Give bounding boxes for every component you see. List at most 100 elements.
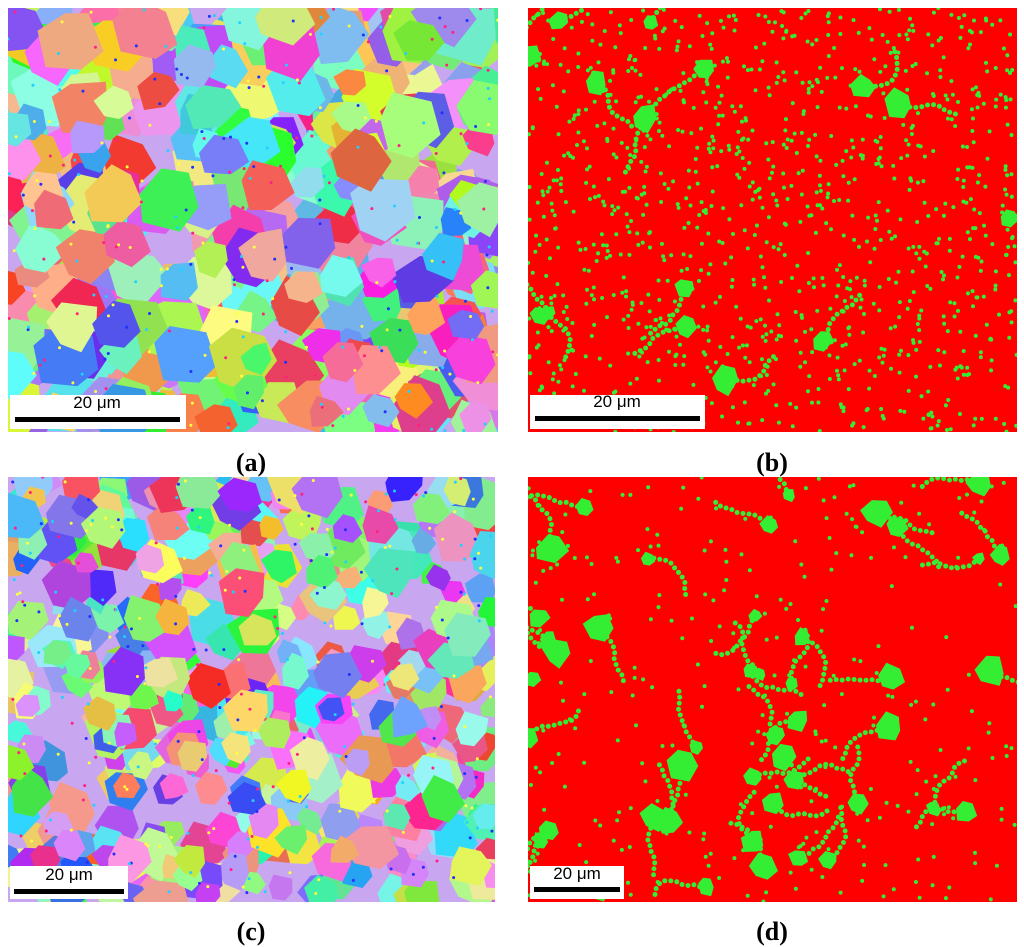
texture [642, 184, 647, 189]
texture [490, 829, 494, 833]
texture [672, 565, 678, 571]
texture [795, 263, 800, 268]
texture [414, 493, 418, 497]
texture [1001, 480, 1006, 485]
texture [563, 719, 569, 725]
texture [982, 528, 988, 534]
texture [657, 96, 663, 102]
texture [144, 666, 148, 670]
texture [807, 812, 813, 818]
texture [854, 524, 859, 529]
texture [175, 67, 179, 71]
texture [928, 806, 934, 812]
texture [628, 492, 633, 497]
texture [486, 286, 490, 290]
texture [826, 11, 831, 16]
texture [699, 704, 704, 709]
texture [993, 287, 998, 292]
texture [639, 300, 644, 305]
texture [717, 624, 722, 629]
texture [666, 186, 671, 191]
texture [794, 405, 799, 410]
texture [657, 297, 662, 302]
texture [902, 409, 907, 414]
texture [861, 330, 866, 335]
texture [907, 522, 913, 528]
texture [823, 761, 829, 767]
texture [671, 179, 676, 184]
texture [837, 198, 842, 203]
texture [773, 20, 778, 25]
texture [696, 279, 701, 284]
texture [717, 113, 722, 118]
texture [241, 885, 245, 889]
texture [535, 11, 541, 17]
texture [442, 260, 446, 264]
texture [720, 113, 725, 118]
texture [83, 696, 117, 731]
texture [702, 831, 707, 836]
texture [416, 423, 420, 427]
texture [680, 636, 685, 641]
texture [766, 215, 771, 220]
texture [936, 564, 942, 570]
texture [699, 241, 704, 246]
texture [669, 253, 674, 258]
texture [378, 345, 382, 349]
texture [703, 352, 708, 357]
texture [906, 142, 911, 147]
texture [246, 79, 250, 83]
texture [528, 604, 529, 606]
texture [783, 719, 789, 725]
texture [191, 165, 195, 169]
texture [971, 140, 976, 145]
texture [58, 88, 62, 92]
texture [214, 769, 218, 773]
texture [936, 38, 941, 43]
texture [523, 31, 528, 36]
texture [184, 208, 188, 212]
texture [708, 262, 713, 267]
texture [801, 650, 807, 656]
texture [814, 154, 819, 159]
texture [104, 387, 108, 391]
texture [964, 200, 969, 205]
texture [919, 562, 925, 568]
texture [656, 806, 684, 834]
texture [877, 815, 882, 820]
texture [925, 283, 930, 288]
texture [206, 885, 210, 889]
texture [679, 268, 684, 273]
texture [453, 510, 457, 514]
texture [620, 492, 625, 497]
texture [625, 880, 630, 885]
texture [372, 800, 376, 804]
texture [613, 661, 619, 667]
texture [343, 745, 347, 749]
texture [154, 326, 218, 383]
texture [732, 28, 737, 33]
texture [757, 515, 763, 521]
texture [703, 210, 708, 215]
texture [48, 818, 52, 822]
texture [891, 545, 896, 550]
texture [801, 853, 807, 859]
texture [457, 182, 498, 238]
texture [966, 563, 972, 569]
texture [945, 97, 950, 102]
texture [849, 553, 854, 558]
texture [142, 8, 146, 12]
texture [687, 44, 692, 49]
texture [768, 770, 774, 776]
texture [851, 145, 856, 150]
texture [881, 894, 886, 899]
texture [85, 529, 89, 533]
texture [750, 741, 755, 746]
texture [21, 600, 25, 604]
texture [908, 759, 913, 764]
texture [812, 767, 818, 773]
texture [740, 647, 746, 653]
texture [535, 851, 540, 856]
texture [701, 327, 706, 332]
texture [448, 372, 452, 376]
